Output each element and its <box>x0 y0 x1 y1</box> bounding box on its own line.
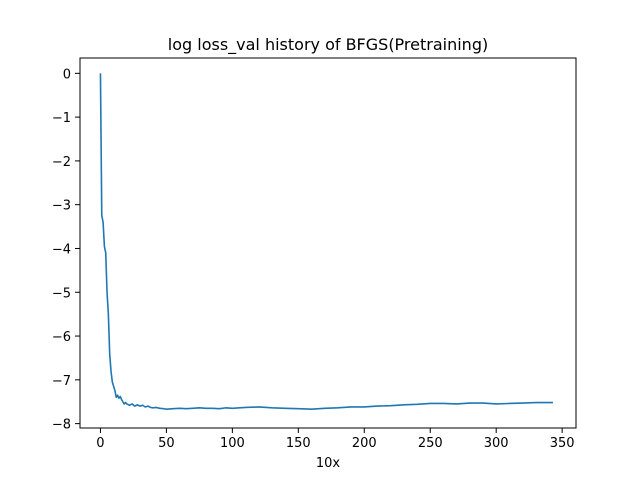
x-tick-label: 100 <box>220 436 245 451</box>
x-tick-label: 350 <box>550 436 575 451</box>
axes-frame <box>79 57 577 429</box>
x-tick-label: 150 <box>286 436 311 451</box>
y-tick-label: −6 <box>52 330 71 345</box>
y-tick-label: −3 <box>52 199 71 214</box>
x-tick-label: 0 <box>96 436 104 451</box>
y-axis: 0 −1 −2 −3 −4 −5 −6 −7 −8 <box>52 67 80 433</box>
x-tick-label: 200 <box>352 436 377 451</box>
x-tick-label: 50 <box>158 436 175 451</box>
x-tick-label: 300 <box>484 436 509 451</box>
plot-area <box>99 73 553 410</box>
y-tick-label: −4 <box>52 242 71 257</box>
x-axis-label: 10x <box>316 456 341 471</box>
y-tick-label: −8 <box>52 418 71 433</box>
y-tick-label: 0 <box>63 67 71 82</box>
y-tick-label: −5 <box>52 286 71 301</box>
series-line-0 <box>99 73 553 410</box>
y-tick-label: −1 <box>52 111 71 126</box>
y-tick-label: −2 <box>52 155 71 170</box>
x-tick-label: 250 <box>418 436 443 451</box>
x-axis: 0 50 100 150 200 250 300 350 <box>96 428 575 451</box>
chart-title: log loss_val history of BFGS(Pretraining… <box>168 35 488 55</box>
y-tick-label: −7 <box>52 374 71 389</box>
